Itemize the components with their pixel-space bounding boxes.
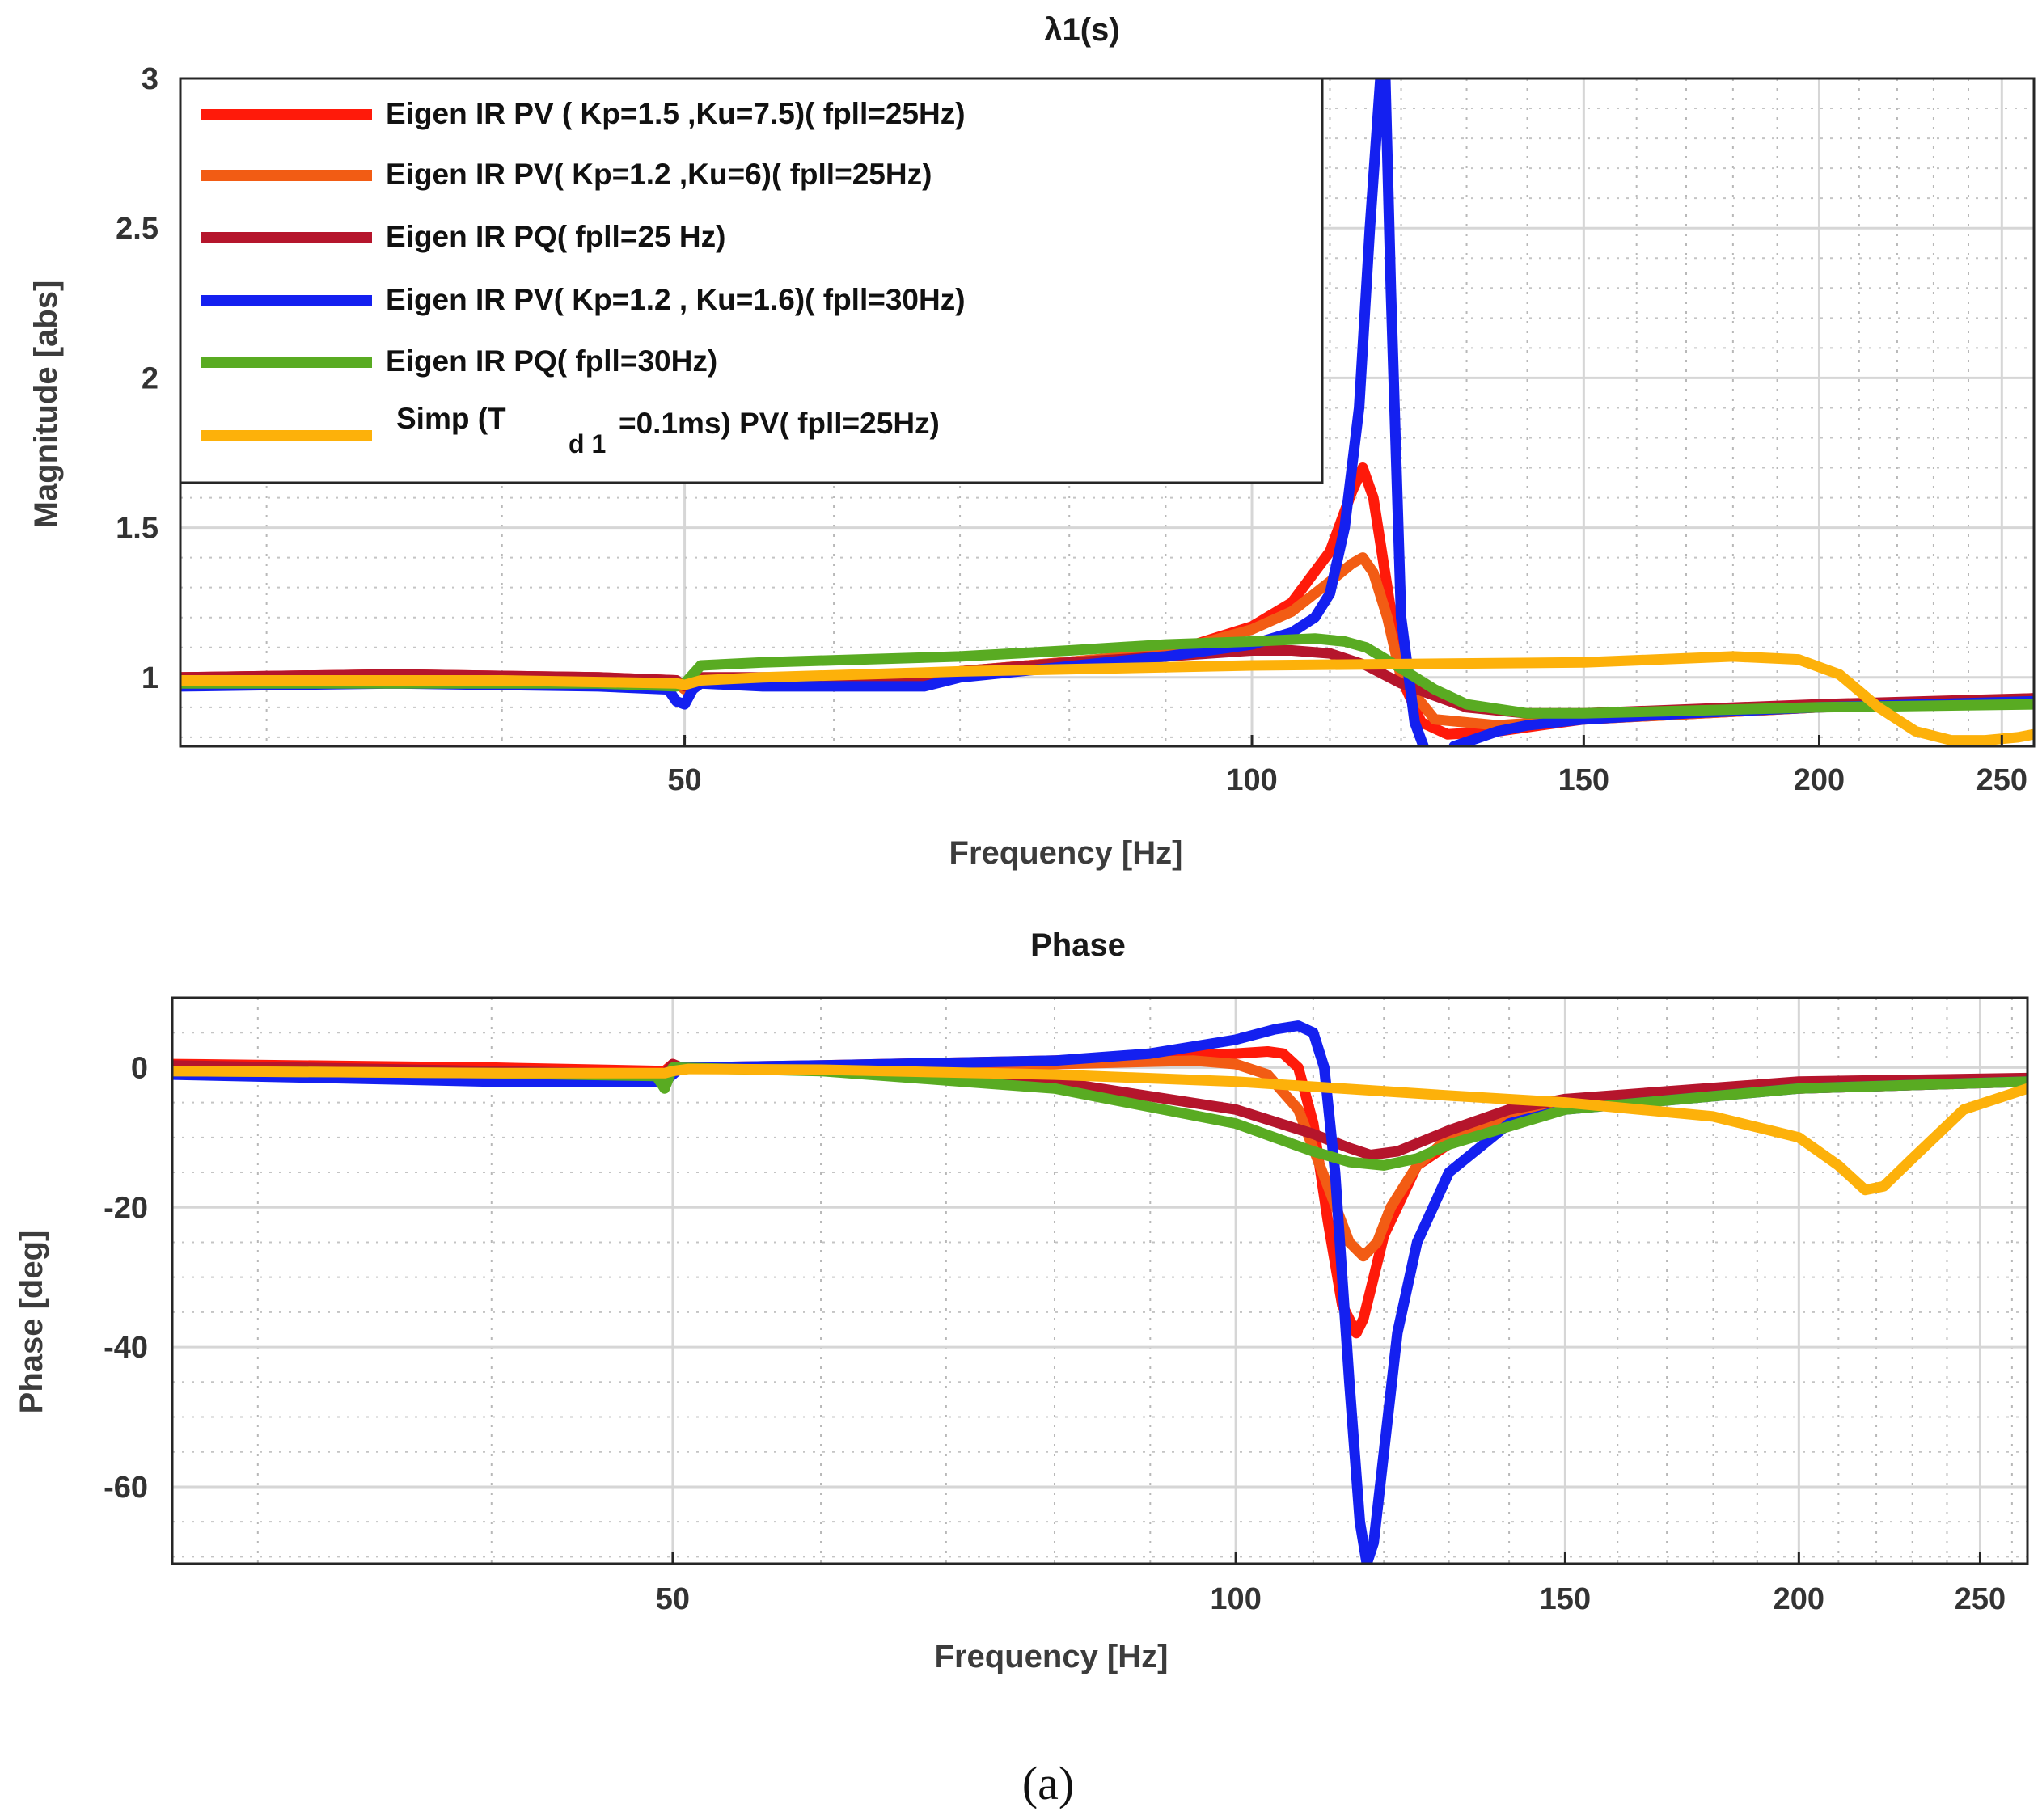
magnitude-xtick-label: 250: [1976, 763, 2027, 797]
phase-xtick-label: 100: [1210, 1582, 1261, 1616]
phase-xtick-label: 200: [1774, 1582, 1824, 1616]
legend-label-5: Simp (T: [396, 402, 506, 435]
phase-ytick-label: 0: [131, 1051, 148, 1085]
phase-xtick-label: 250: [1955, 1582, 2006, 1616]
legend-label-2: Eigen IR PQ( fpll=25 Hz): [386, 220, 725, 253]
magnitude-xtick-label: 150: [1558, 763, 1609, 797]
phase-ytick-label: -40: [104, 1331, 148, 1365]
phase-series-blue-line: [172, 1020, 2027, 1564]
magnitude-ytick-label: 1: [142, 661, 159, 695]
magnitude-legend: Eigen IR PV ( Kp=1.5 ,Ku=7.5)( fpll=25Hz…: [179, 77, 1324, 484]
magnitude-ytick-label: 2.5: [116, 212, 159, 246]
phase-title: Phase: [1030, 927, 1126, 963]
magnitude-tick-labels: 1 1.5 2 2.5 3 50 100 150 200 250: [116, 62, 2027, 797]
phase-xtick-label: 150: [1540, 1582, 1591, 1616]
magnitude-ylabel: Magnitude [abs]: [28, 281, 64, 529]
phase-tick-labels: -60 -40 -20 0 50 100 150 200 250: [104, 1051, 2006, 1616]
legend-box: [179, 77, 1324, 484]
magnitude-series-orange-line: [180, 552, 2034, 731]
magnitude-xlabel: Frequency [Hz]: [949, 835, 1183, 871]
legend-label-4: Eigen IR PQ( fpll=30Hz): [386, 344, 717, 378]
legend-label-0: Eigen IR PV ( Kp=1.5 ,Ku=7.5)( fpll=25Hz…: [386, 97, 966, 130]
magnitude-ytick-label: 2: [142, 361, 159, 395]
phase-xlabel: Frequency [Hz]: [935, 1639, 1169, 1674]
legend-label-5-suffix: =0.1ms) PV( fpll=25Hz): [619, 407, 940, 440]
phase-plot-frame: [171, 996, 2029, 1565]
magnitude-series-red-line: [180, 462, 2034, 740]
figure-caption: (a): [1022, 1757, 1074, 1809]
magnitude-xtick-label: 100: [1226, 763, 1277, 797]
legend-label-5-subscript: d 1: [569, 429, 606, 458]
phase-grid: [172, 997, 2027, 1564]
phase-xtick-label: 50: [656, 1582, 690, 1616]
phase-ytick-label: -60: [104, 1471, 148, 1505]
phase-ylabel: Phase [deg]: [14, 1231, 49, 1414]
magnitude-chart: λ1(s) 1 1.5 2 2.5 3 50 100 150 200 250 Frequency …: [28, 12, 2036, 871]
phase-series-group: [172, 1020, 2027, 1564]
magnitude-series-yellow-line: [180, 651, 2034, 746]
phase-series-yellow-line: [172, 1063, 2027, 1196]
legend-label-3: Eigen IR PV( Kp=1.2 , Ku=1.6)( fpll=30Hz…: [386, 283, 966, 316]
magnitude-ytick-label: 3: [142, 62, 159, 96]
magnitude-title: λ1(s): [1044, 12, 1119, 48]
magnitude-xtick-label: 50: [667, 763, 701, 797]
magnitude-xtick-label: 200: [1794, 763, 1845, 797]
phase-ytick-label: -20: [104, 1191, 148, 1225]
magnitude-series-group: [180, 78, 2034, 746]
phase-series-green-line: [172, 1062, 2027, 1171]
phase-chart: Phase -60 -40 -20 0 50 100 150 200 250 Frequency…: [14, 927, 2029, 1674]
magnitude-ytick-label: 1.5: [116, 512, 159, 546]
legend-label-1: Eigen IR PV( Kp=1.2 ,Ku=6)( fpll=25Hz): [386, 158, 932, 191]
